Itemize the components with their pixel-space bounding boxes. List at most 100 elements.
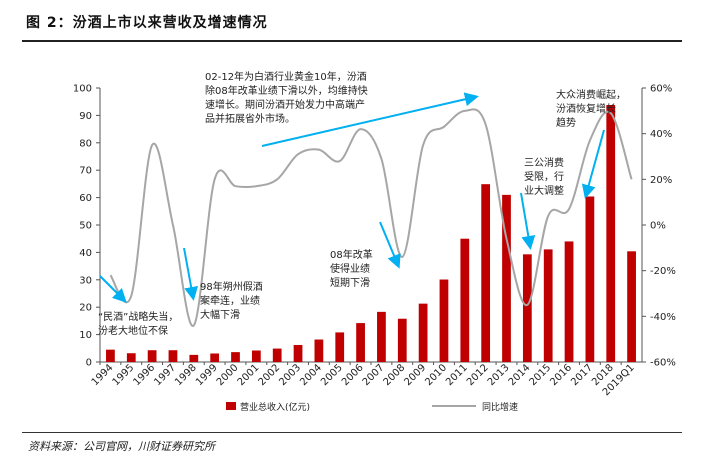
right-tick-label: -40% (650, 312, 676, 323)
annotation-line: 02-12年为白酒行业黄金10年，汾酒 (205, 70, 367, 83)
annotation-line: 三公消费 (524, 156, 564, 169)
revenue-bar (356, 323, 365, 362)
x-tick-label: 2009 (402, 362, 428, 388)
x-tick-label: 2014 (507, 362, 533, 388)
revenue-bar (564, 241, 574, 362)
left-tick-label: 100 (73, 84, 92, 95)
annotation-a2: 大众消费崛起，汾酒恢复增长趋势 (556, 88, 626, 129)
revenue-bar (126, 353, 136, 362)
source-divider (22, 432, 682, 433)
revenue-bar (210, 353, 220, 362)
legend-bar-swatch (226, 402, 236, 410)
title-divider (22, 40, 682, 42)
annotation-line: 案牵连，业绩 (200, 294, 260, 307)
right-tick-label: -60% (650, 358, 676, 369)
annotation-a5: 98年朔州假酒案牵连，业绩大幅下滑 (200, 280, 263, 321)
x-tick-label: 2016 (548, 362, 574, 388)
revenue-bar (606, 104, 616, 362)
annotation-arrow (520, 192, 536, 250)
annotation-arrow (581, 129, 605, 199)
annotation-line: 大幅下滑 (200, 308, 240, 321)
revenue-bar (147, 350, 157, 362)
legend-bar-label: 营业总收入(亿元) (240, 401, 310, 413)
revenue-bar (231, 352, 240, 362)
revenue-bar (377, 311, 386, 362)
left-tick-label: 80 (79, 138, 92, 149)
revenue-bar (397, 318, 407, 362)
annotation-a3: 三公消费受限，行业大调整 (524, 156, 564, 197)
left-tick-label: 90 (79, 111, 92, 122)
x-tick-label: 2006 (340, 362, 366, 388)
annotation-a4: 08年改革使得业绩短期下滑 (330, 248, 373, 289)
annotation-line: 汾酒恢复增长 (556, 102, 616, 115)
revenue-bar (314, 339, 324, 362)
left-tick-label: 0 (86, 358, 92, 369)
annotation-line: 业大调整 (524, 184, 564, 197)
x-tick-label: 2005 (319, 362, 345, 388)
right-tick-label: 20% (650, 175, 672, 186)
x-tick-label: 2003 (277, 362, 303, 388)
left-tick-label: 70 (79, 166, 92, 177)
annotation-a6: “民酒”战略失当，汾老大地位不保 (98, 310, 178, 337)
revenue-bar (418, 303, 428, 362)
revenue-bar (439, 279, 449, 362)
annotation-line: 除08年改革业绩下滑以外，均维持快 (205, 84, 368, 97)
x-tick-label: 1999 (194, 362, 220, 388)
x-tick-label: 2008 (382, 362, 408, 388)
left-tick-label: 60 (79, 193, 92, 204)
annotation-arrow (379, 221, 401, 269)
x-tick-label: 2001 (236, 362, 262, 388)
revenue-bar (189, 354, 199, 362)
annotation-line: 品并拓展省外市场。 (205, 112, 295, 125)
left-tick-label: 10 (79, 330, 92, 341)
x-tick-label: 2011 (444, 362, 470, 388)
annotation-line: 08年改革 (330, 248, 373, 261)
annotation-line: 趋势 (556, 116, 576, 129)
x-tick-label: 2004 (298, 362, 324, 388)
x-tick-label: 2013 (486, 362, 512, 388)
revenue-bar (460, 238, 470, 362)
legend-line-label: 同比增速 (482, 401, 518, 413)
growth-line (109, 108, 633, 327)
annotation-arrow (99, 275, 127, 303)
left-tick-label: 30 (79, 275, 92, 286)
revenue-growth-chart: 0 10 20 30 40 50 60 70 80 90 100 -60% -40% -20% 0% 20% 4… (73, 70, 676, 413)
x-tick-label: 2007 (361, 362, 387, 388)
revenue-bar (481, 184, 491, 362)
annotation-line: 98年朔州假酒 (200, 280, 263, 293)
revenue-bar (168, 350, 178, 362)
figure-title: 图 2：汾酒上市以来营收及增速情况 (26, 15, 268, 31)
annotation-line: 受限，行 (524, 170, 564, 183)
left-tick-label: 40 (79, 248, 92, 259)
x-tick-label: 2002 (257, 362, 283, 388)
annotation-line: 短期下滑 (330, 276, 370, 289)
right-tick-label: 60% (650, 84, 672, 95)
x-tick-label: 2000 (215, 362, 241, 388)
x-tick-label: 2010 (423, 362, 449, 388)
right-tick-label: 40% (650, 129, 672, 140)
revenue-bar (272, 348, 282, 362)
annotation-arrow (183, 247, 199, 301)
revenue-bar (522, 254, 532, 362)
annotation-line: 汾老大地位不保 (98, 324, 168, 337)
annotation-line: “民酒”战略失当， (98, 310, 178, 323)
x-tick-label: 2017 (569, 362, 595, 388)
annotation-line: 大众消费崛起， (556, 88, 626, 101)
x-tick-label: 2015 (528, 362, 554, 388)
revenue-bar (293, 345, 303, 362)
x-tick-label: 1994 (90, 362, 116, 388)
annotation-arrow (261, 92, 479, 147)
right-tick-label: 0% (650, 221, 666, 232)
source-note: 资料来源：公司官网，川财证券研究所 (28, 440, 215, 453)
revenue-bar (585, 196, 595, 362)
revenue-bar (251, 350, 261, 362)
revenue-bar (502, 194, 511, 362)
annotation-line: 使得业绩 (330, 262, 370, 275)
right-tick-label: -20% (650, 266, 676, 277)
x-tick-label: 1995 (111, 362, 137, 388)
x-tick-label: 1997 (152, 362, 178, 388)
annotation-line: 速增长。期间汾酒开始发力中高端产 (205, 98, 365, 111)
x-tick-label: 1996 (131, 362, 157, 388)
left-tick-label: 20 (79, 303, 92, 314)
x-tick-label: 1998 (173, 362, 199, 388)
